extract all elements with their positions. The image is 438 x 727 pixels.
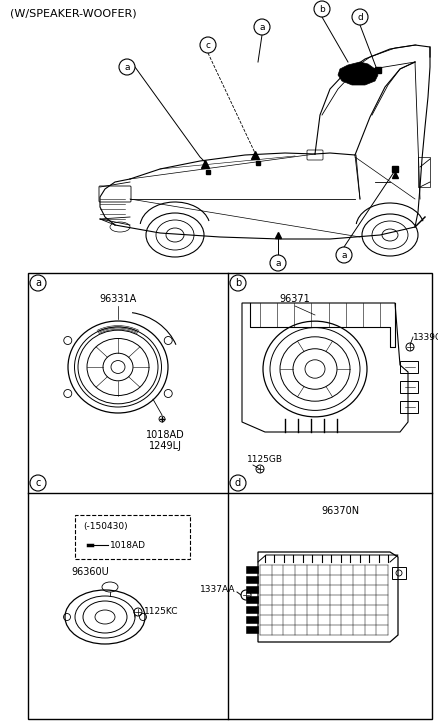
Text: d: d — [356, 12, 362, 22]
Circle shape — [313, 1, 329, 17]
Text: 96360U: 96360U — [71, 567, 109, 577]
Text: 1125GB: 1125GB — [247, 454, 283, 464]
Text: 96371: 96371 — [279, 294, 310, 304]
Bar — [245, 576, 258, 583]
Text: b: b — [234, 278, 240, 288]
Text: a: a — [275, 259, 280, 268]
Circle shape — [335, 247, 351, 263]
Text: 1337AA: 1337AA — [199, 585, 234, 593]
Text: c: c — [35, 478, 41, 488]
Polygon shape — [337, 62, 377, 85]
Bar — [391, 567, 405, 579]
Bar — [399, 401, 417, 413]
Circle shape — [30, 275, 46, 291]
Bar — [245, 566, 258, 573]
Bar — [28, 273, 431, 719]
Text: 1125KC: 1125KC — [144, 608, 178, 616]
Bar — [245, 616, 258, 623]
Text: 1018AD: 1018AD — [145, 430, 184, 440]
Text: 96331A: 96331A — [99, 294, 136, 304]
Text: (-150430): (-150430) — [83, 523, 127, 531]
Text: 1249LJ: 1249LJ — [148, 441, 181, 451]
Bar — [75, 515, 190, 559]
Bar — [399, 361, 417, 373]
Bar — [417, 157, 429, 187]
Circle shape — [30, 475, 46, 491]
Circle shape — [351, 9, 367, 25]
Text: 1339CC: 1339CC — [412, 332, 438, 342]
Bar — [245, 626, 258, 633]
Circle shape — [230, 275, 245, 291]
Text: a: a — [340, 251, 346, 260]
Text: c: c — [205, 41, 210, 49]
Text: (W/SPEAKER-WOOFER): (W/SPEAKER-WOOFER) — [10, 9, 136, 19]
Bar — [245, 606, 258, 613]
Text: 1018AD: 1018AD — [110, 540, 146, 550]
Circle shape — [119, 59, 135, 75]
Text: 96370N: 96370N — [320, 506, 358, 516]
Text: a: a — [124, 63, 130, 71]
Bar — [245, 596, 258, 603]
Circle shape — [200, 37, 215, 53]
Text: a: a — [35, 278, 41, 288]
Text: d: d — [234, 478, 240, 488]
Circle shape — [269, 255, 285, 271]
Circle shape — [254, 19, 269, 35]
Text: b: b — [318, 4, 324, 14]
Bar — [245, 586, 258, 593]
Bar — [399, 381, 417, 393]
Text: a: a — [259, 23, 264, 31]
Circle shape — [230, 475, 245, 491]
